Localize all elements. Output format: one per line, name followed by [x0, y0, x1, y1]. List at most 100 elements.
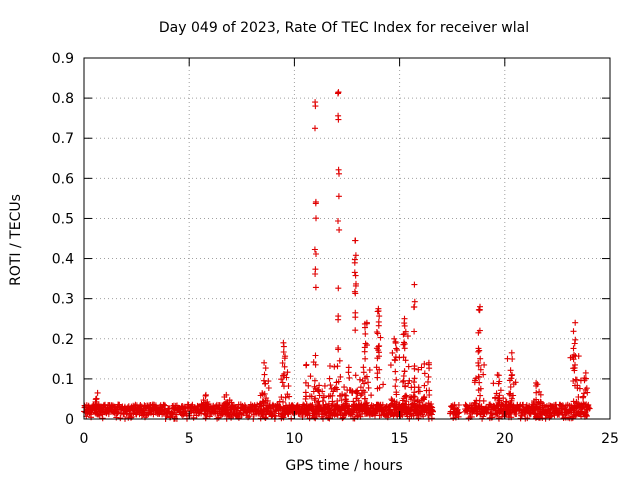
data-point: [368, 392, 375, 399]
data-point: [362, 324, 368, 331]
data-point: [262, 415, 269, 421]
data-point: [411, 281, 418, 288]
data-point: [496, 378, 503, 385]
data-point: [311, 377, 318, 384]
data-point: [580, 394, 586, 401]
data-point: [374, 355, 381, 362]
data-point: [418, 364, 425, 371]
data-point: [477, 355, 484, 362]
data-point: [500, 395, 507, 402]
data-point: [351, 269, 358, 276]
data-point: [408, 394, 415, 401]
data-point: [505, 403, 512, 410]
data-point: [202, 401, 209, 408]
data-point: [393, 345, 400, 352]
data-points: [81, 89, 593, 422]
data-point: [475, 359, 482, 366]
data-point: [198, 400, 205, 407]
data-point: [504, 355, 511, 362]
data-point: [421, 382, 428, 389]
data-point: [401, 368, 408, 375]
data-point: [173, 411, 180, 418]
data-point: [411, 363, 418, 370]
data-point: [257, 400, 264, 407]
data-point: [260, 399, 267, 405]
data-point: [583, 385, 590, 392]
data-point: [569, 405, 576, 412]
data-point: [331, 363, 338, 370]
data-point: [352, 237, 359, 244]
data-point: [325, 405, 332, 412]
data-point: [360, 364, 367, 371]
y-tick-label: 0.3: [52, 292, 74, 308]
data-point: [507, 384, 514, 390]
data-point: [576, 385, 583, 392]
data-point: [320, 394, 327, 401]
data-point: [359, 377, 366, 384]
data-point: [356, 376, 363, 383]
data-point: [335, 193, 342, 200]
data-point: [490, 380, 497, 387]
data-point: [583, 413, 590, 420]
y-tick-label: 0.5: [52, 211, 74, 227]
data-point: [328, 385, 335, 392]
data-point: [265, 378, 272, 385]
data-point: [312, 125, 318, 132]
data-point: [400, 341, 407, 348]
data-point: [571, 340, 578, 347]
y-tick-label: 0.9: [52, 51, 74, 67]
data-point: [508, 397, 515, 404]
data-point: [363, 402, 370, 409]
data-point: [392, 368, 399, 375]
data-point: [410, 412, 417, 419]
data-point: [228, 414, 235, 421]
data-point: [94, 389, 101, 396]
data-point: [447, 408, 454, 415]
data-point: [472, 400, 479, 407]
data-point: [362, 330, 369, 337]
data-point: [393, 391, 400, 398]
data-point: [509, 371, 516, 378]
data-point: [497, 387, 504, 394]
data-point: [280, 372, 286, 379]
data-point: [329, 392, 336, 399]
data-point: [358, 391, 365, 397]
data-point: [278, 394, 285, 401]
data-point: [351, 259, 358, 266]
data-point: [159, 411, 166, 418]
data-point: [261, 359, 268, 366]
data-point: [373, 345, 380, 352]
data-point: [325, 393, 332, 400]
data-point: [476, 307, 483, 314]
data-point: [378, 405, 385, 412]
data-point: [91, 403, 98, 410]
x-tick-label: 0: [80, 431, 89, 447]
data-point: [388, 401, 394, 408]
data-point: [455, 402, 462, 408]
data-point: [282, 403, 289, 409]
data-point: [312, 352, 319, 359]
data-point: [355, 397, 362, 404]
data-point: [302, 389, 309, 396]
data-point: [162, 402, 169, 409]
data-point: [190, 414, 197, 421]
data-point: [285, 383, 292, 389]
data-point: [572, 319, 579, 326]
data-point: [411, 375, 418, 382]
data-point: [265, 385, 272, 391]
data-point: [492, 394, 499, 401]
data-point: [312, 284, 319, 291]
data-point: [308, 393, 315, 400]
x-tick-label: 25: [601, 431, 619, 447]
data-point: [346, 374, 353, 381]
data-point: [303, 401, 310, 408]
data-point: [480, 397, 487, 404]
data-point: [272, 413, 279, 420]
data-point: [334, 386, 341, 393]
data-point: [283, 374, 290, 381]
data-point: [428, 401, 435, 407]
data-point: [539, 415, 546, 421]
data-point: [342, 396, 349, 403]
data-point: [423, 405, 430, 412]
